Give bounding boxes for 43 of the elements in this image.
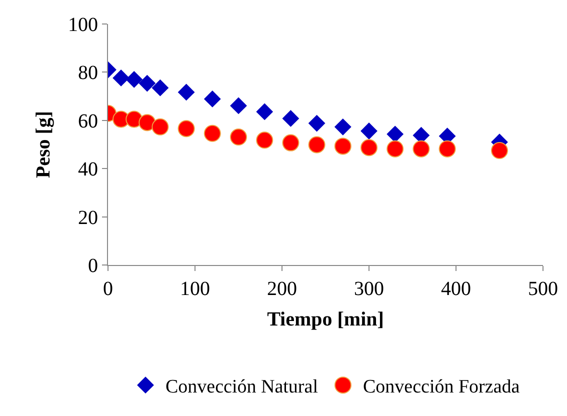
- point: [491, 142, 508, 160]
- point: [204, 124, 221, 142]
- y-axis-title: Peso [g]: [32, 110, 54, 178]
- y-tick-label: 80: [78, 62, 98, 84]
- point: [438, 140, 456, 158]
- x-axis-title: Tiempo [min]: [267, 308, 384, 330]
- point: [308, 114, 326, 132]
- point: [308, 136, 326, 154]
- point: [126, 70, 143, 88]
- y-tick-label: 40: [78, 158, 98, 181]
- point: [334, 118, 352, 136]
- x-tick-label: 200: [267, 278, 297, 300]
- point: [334, 138, 352, 155]
- point: [230, 97, 247, 114]
- point: [138, 114, 156, 132]
- point: [178, 120, 195, 138]
- point: [256, 103, 274, 120]
- point: [152, 79, 169, 96]
- x-tick-label: 500: [528, 278, 558, 300]
- point: [204, 90, 221, 108]
- point: [282, 134, 300, 152]
- x-tick-label: 0: [103, 278, 113, 300]
- x-tick-label: 100: [180, 278, 210, 300]
- legend-label: Convección Natural: [166, 376, 318, 398]
- x-tick-label: 300: [354, 278, 384, 300]
- point: [412, 140, 430, 158]
- x-tick-label: 400: [441, 278, 471, 300]
- y-tick-label: 20: [78, 206, 98, 229]
- point: [230, 128, 247, 146]
- point: [178, 84, 195, 101]
- y-tick-label: 60: [78, 110, 98, 132]
- point: [112, 70, 130, 86]
- point: [282, 110, 300, 127]
- y-tick-label: 100: [68, 14, 98, 36]
- point: [256, 132, 274, 149]
- legend-label: Convección Forzada: [362, 376, 520, 398]
- point: [152, 118, 169, 136]
- y-tick-label: 0: [88, 255, 98, 277]
- point: [360, 139, 378, 156]
- point: [138, 74, 156, 92]
- point: [386, 140, 404, 158]
- point: [360, 122, 378, 140]
- point: [386, 126, 404, 143]
